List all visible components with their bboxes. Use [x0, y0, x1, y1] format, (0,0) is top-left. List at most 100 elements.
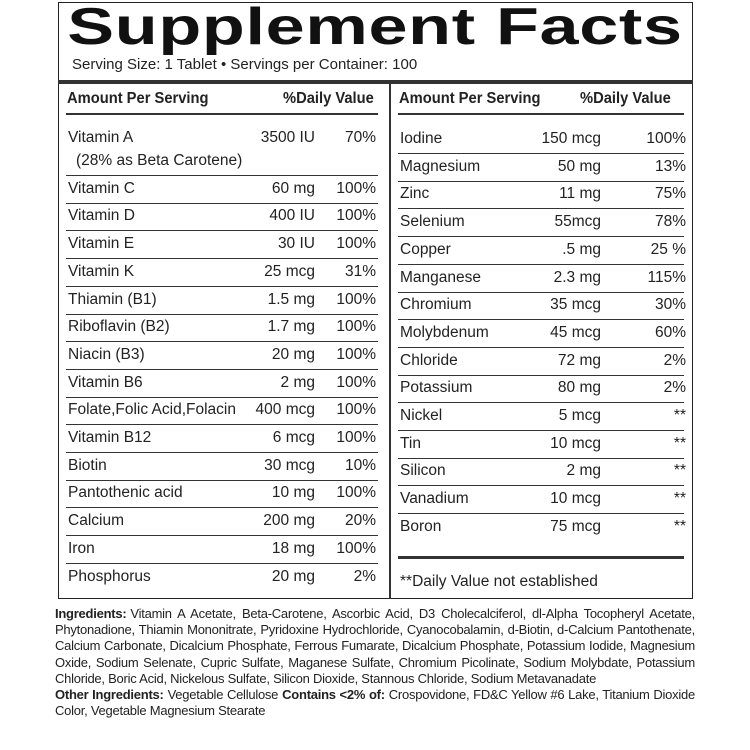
daily-value: 100% [336, 429, 376, 446]
rule [66, 424, 378, 426]
daily-value: 100% [336, 345, 376, 363]
facts-panel [58, 2, 693, 599]
daily-value: 25 % [650, 240, 686, 258]
daily-value: 70% [344, 129, 376, 146]
daily-value: 20% [344, 512, 376, 530]
daily-value: 31% [344, 262, 376, 280]
rule [398, 236, 684, 238]
nutrient-name: Tin [400, 434, 421, 452]
rule [66, 368, 378, 370]
rule [66, 113, 378, 115]
amount: 72 mg [557, 351, 601, 369]
rule [398, 430, 684, 431]
nutrient-name: Vitamin C [68, 179, 135, 197]
rule [66, 396, 378, 398]
rule [398, 263, 684, 265]
rule [398, 180, 684, 182]
amount: 30 IU [277, 235, 315, 253]
daily-value: 115% [647, 268, 687, 286]
rule [398, 457, 684, 459]
daily-value: 100% [336, 235, 376, 253]
rule [398, 208, 684, 210]
header: %Daily Value [283, 90, 374, 107]
nutrient-name: Calcium [68, 512, 124, 530]
amount: 1.5 mg [267, 290, 315, 308]
nutrient-name: Chromium [400, 296, 472, 314]
rule [66, 285, 378, 287]
title: Supplement Facts [67, 0, 683, 56]
nutrient-name: Iron [68, 539, 95, 557]
nutrient-name: Manganese [400, 268, 482, 286]
nutrient-name: Silicon [400, 462, 446, 480]
rule [398, 513, 684, 515]
amount: 6 mcg [272, 429, 315, 446]
daily-value: 100% [336, 401, 376, 419]
ingredients-label: Ingredients: [55, 606, 127, 621]
amount: .5 mg [562, 240, 601, 258]
rule [66, 562, 378, 564]
daily-value: 100% [336, 318, 376, 336]
daily-value: 100% [336, 290, 376, 308]
daily-value: 100% [336, 484, 376, 502]
nutrient-name: Selenium [400, 213, 465, 231]
amount: 50 mg [557, 157, 601, 175]
daily-value: 75% [654, 185, 686, 203]
contains-text: Crospovidone, FD&C Yellow #6 Lake, Titan… [55, 687, 695, 719]
rule [389, 84, 391, 599]
amount: 20 mg [271, 567, 315, 585]
nutrient-name: Riboflavin (B2) [68, 318, 170, 336]
amount: 10 mg [271, 484, 315, 502]
nutrient-note: (28% as Beta Carotene) [76, 152, 243, 169]
rule [398, 319, 684, 321]
amount: 35 mcg [550, 296, 601, 314]
amount: 150 mcg [541, 130, 601, 147]
other-ingredients-text: Vegetable Cellulose [167, 687, 279, 703]
contains-label: Contains <2% of: [282, 687, 385, 703]
daily-value: 2% [353, 567, 376, 585]
daily-value: ** [673, 517, 686, 535]
nutrient-name: Vitamin A [68, 129, 134, 146]
daily-value: ** [673, 462, 686, 480]
nutrient-name: Vitamin K [68, 262, 135, 280]
nutrient-name: Biotin [68, 456, 107, 474]
rule [66, 479, 378, 481]
rule [398, 346, 684, 348]
amount: 11 mg [559, 185, 601, 203]
rule [398, 113, 684, 115]
nutrient-name: Potassium [400, 379, 473, 397]
rule [398, 374, 684, 376]
amount: 2 mg [566, 462, 601, 480]
rule [398, 402, 684, 404]
nutrient-name: Vitamin B12 [68, 429, 152, 446]
nutrient-name: Niacin (B3) [68, 345, 145, 363]
other-ingredients-line: Other Ingredients: Vegetable Cellulose Con… [55, 687, 695, 719]
ingredients-line: Ingredients: Vitamin A Acetate, Beta-Caro… [55, 606, 695, 687]
nutrient-name: Pantothenic acid [68, 484, 183, 502]
amount: 20 mg [271, 345, 315, 363]
footnote: **Daily Value not established [400, 573, 598, 590]
amount: 75 mcg [550, 517, 601, 535]
amount: 1.7 mg [267, 318, 315, 336]
header: Amount Per Serving [67, 90, 209, 107]
nutrient-name: Copper [400, 240, 451, 258]
daily-value: 78% [654, 213, 686, 231]
ingredients: Ingredients: Vitamin A Acetate, Beta-Caro… [55, 606, 695, 719]
daily-value: 2% [663, 351, 686, 369]
amount: 400 mcg [255, 401, 315, 419]
amount: 60 mg [271, 179, 315, 197]
nutrient-name: Phosphorus [68, 567, 151, 585]
daily-value: 10% [344, 456, 376, 474]
daily-value: 13% [654, 157, 686, 175]
amount: 5 mcg [558, 407, 601, 424]
ingredients-text: Vitamin A Acetate, Beta-Carotene, Ascorb… [55, 606, 695, 686]
nutrient-name: Zinc [400, 185, 430, 203]
rule [66, 175, 378, 176]
amount: 3500 IU [260, 129, 315, 146]
rule [398, 485, 684, 487]
daily-value: 100% [646, 130, 686, 147]
daily-value: 30% [654, 296, 686, 314]
amount: 2.3 mg [553, 268, 601, 286]
daily-value: 100% [336, 179, 376, 197]
header: Amount Per Serving [399, 90, 541, 107]
